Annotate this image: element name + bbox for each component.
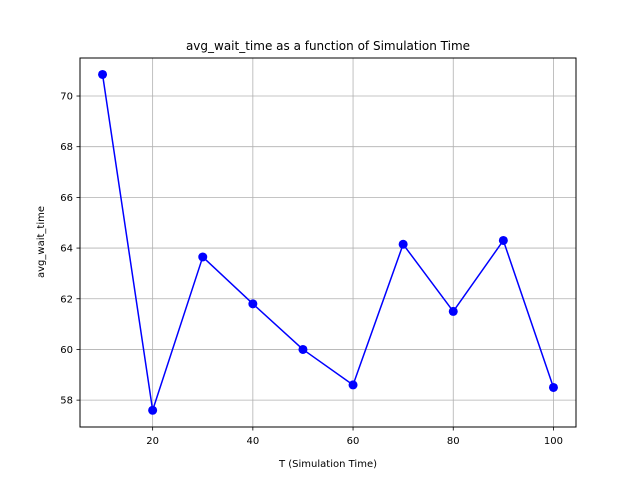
data-point bbox=[148, 405, 158, 415]
data-point bbox=[448, 306, 458, 316]
grid bbox=[80, 58, 576, 427]
y-tick-label: 62 bbox=[60, 294, 73, 305]
x-tick-label: 60 bbox=[347, 436, 360, 447]
plot-area bbox=[98, 69, 558, 415]
x-tick-label: 100 bbox=[544, 436, 563, 447]
y-tick-label: 60 bbox=[60, 345, 73, 356]
data-point bbox=[398, 239, 408, 249]
y-tick-label: 68 bbox=[60, 142, 73, 153]
data-point bbox=[298, 344, 308, 354]
y-tick-label: 64 bbox=[60, 244, 73, 255]
chart-title: avg_wait_time as a function of Simulatio… bbox=[186, 39, 470, 53]
data-point bbox=[98, 69, 108, 79]
data-point bbox=[348, 380, 358, 390]
y-axis-label: avg_wait_time bbox=[36, 206, 47, 278]
x-tick-label: 40 bbox=[246, 436, 259, 447]
y-tick-label: 58 bbox=[60, 396, 73, 407]
axes-frame bbox=[79, 57, 577, 428]
x-tick-label: 20 bbox=[146, 436, 159, 447]
x-tick-label: 80 bbox=[447, 436, 460, 447]
data-point bbox=[248, 299, 258, 309]
axis-ticks: 20 40 60 80 100 58 60 62 64 66 68 70 bbox=[60, 92, 563, 447]
data-point bbox=[548, 382, 558, 392]
data-point bbox=[498, 235, 508, 245]
series-line bbox=[101, 74, 555, 412]
y-tick-label: 70 bbox=[60, 92, 73, 103]
data-point bbox=[198, 252, 208, 262]
x-axis-label: T (Simulation Time) bbox=[278, 459, 377, 470]
y-tick-label: 66 bbox=[60, 193, 73, 204]
